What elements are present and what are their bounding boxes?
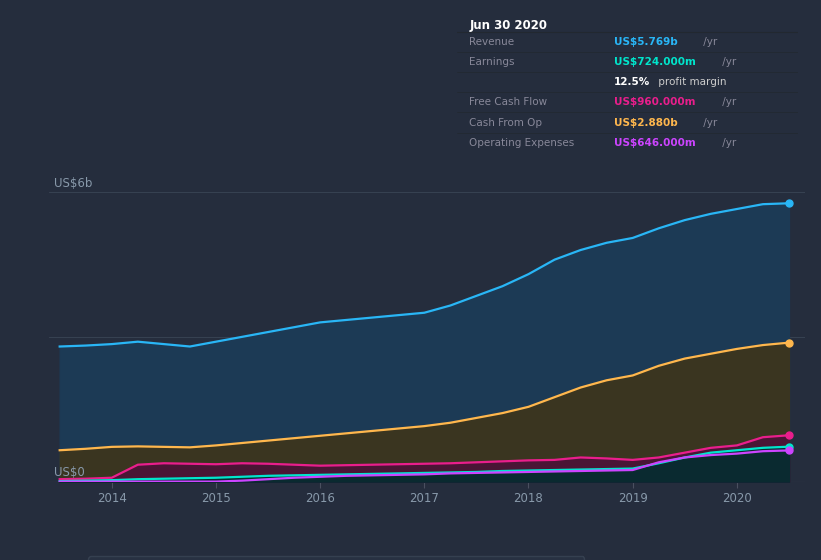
Text: Cash From Op: Cash From Op xyxy=(470,118,542,128)
Text: /yr: /yr xyxy=(719,57,736,67)
Text: Free Cash Flow: Free Cash Flow xyxy=(470,97,548,108)
Legend: Revenue, Earnings, Free Cash Flow, Cash From Op, Operating Expenses: Revenue, Earnings, Free Cash Flow, Cash … xyxy=(89,557,584,560)
Text: /yr: /yr xyxy=(719,138,736,148)
Text: Jun 30 2020: Jun 30 2020 xyxy=(470,18,548,31)
Text: US$6b: US$6b xyxy=(54,177,93,190)
Text: US$724.000m: US$724.000m xyxy=(614,57,696,67)
Text: US$0: US$0 xyxy=(54,466,85,479)
Text: US$5.769b: US$5.769b xyxy=(614,36,678,46)
Text: Revenue: Revenue xyxy=(470,36,514,46)
Text: /yr: /yr xyxy=(699,118,717,128)
Text: 12.5%: 12.5% xyxy=(614,77,650,87)
Text: US$960.000m: US$960.000m xyxy=(614,97,695,108)
Text: /yr: /yr xyxy=(719,97,736,108)
Text: Operating Expenses: Operating Expenses xyxy=(470,138,575,148)
Text: US$2.880b: US$2.880b xyxy=(614,118,678,128)
Text: profit margin: profit margin xyxy=(655,77,727,87)
Text: Earnings: Earnings xyxy=(470,57,515,67)
Text: US$646.000m: US$646.000m xyxy=(614,138,695,148)
Text: /yr: /yr xyxy=(699,36,717,46)
